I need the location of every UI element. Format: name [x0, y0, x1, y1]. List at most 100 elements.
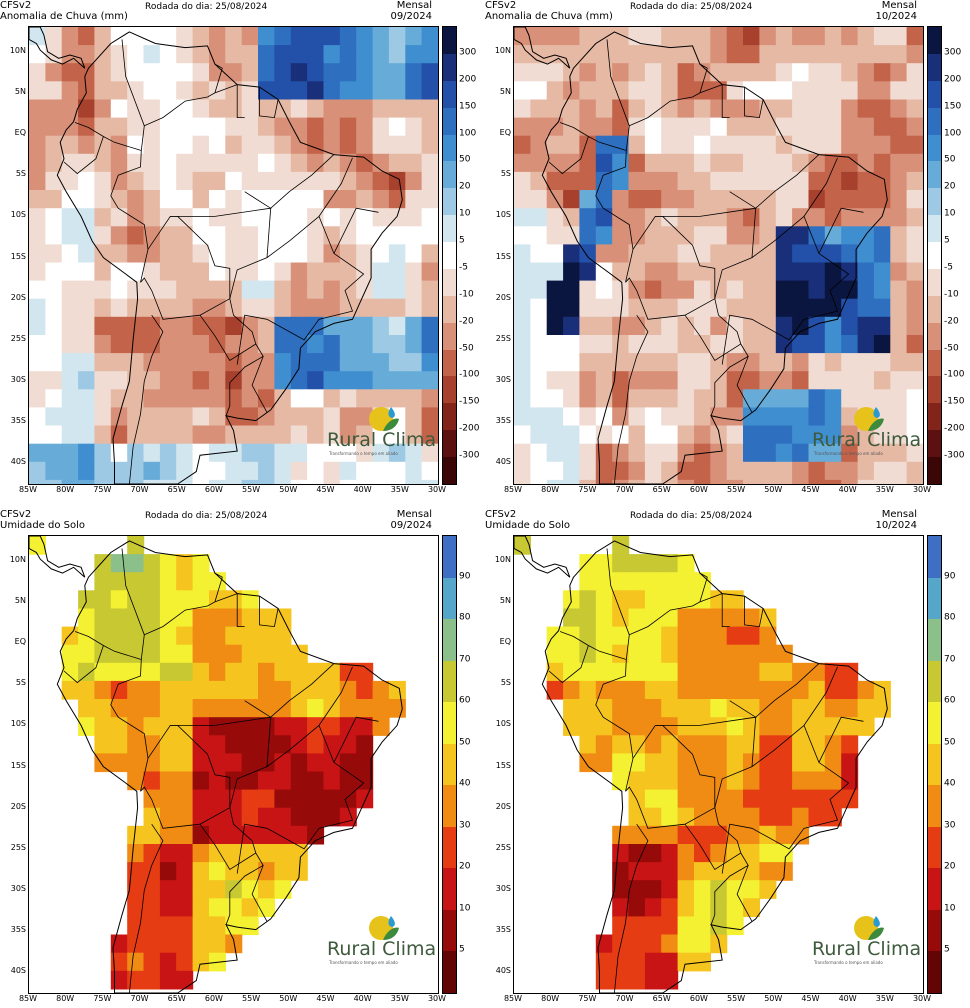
lat-tick-label: EQ — [499, 128, 511, 138]
field-cell — [241, 226, 259, 245]
field-cell — [514, 298, 531, 318]
field-cell — [759, 389, 777, 408]
field-cell — [421, 316, 438, 336]
field-cell — [726, 771, 744, 791]
field-cell — [94, 99, 112, 119]
field-cell — [356, 316, 374, 336]
field-cell — [694, 244, 711, 264]
field-cell — [241, 81, 259, 100]
field-cell — [694, 590, 711, 609]
field-cell — [127, 171, 145, 191]
field-cell — [94, 735, 112, 754]
field-cell — [579, 171, 597, 191]
field-cell — [759, 771, 777, 791]
field-cell — [710, 898, 728, 917]
field-cell — [857, 27, 875, 46]
field-cell — [759, 644, 777, 664]
field-cell — [274, 298, 292, 318]
field-layer — [514, 536, 891, 990]
field-cell — [824, 135, 842, 155]
field-cell — [546, 335, 564, 354]
field-cell — [808, 45, 826, 64]
field-cell — [775, 153, 793, 173]
field-layer — [29, 536, 406, 990]
field-cell — [841, 63, 859, 82]
field-cell — [143, 153, 161, 173]
field-cell — [726, 626, 744, 646]
field-cell — [143, 572, 161, 591]
field-cell — [110, 262, 128, 282]
field-cell — [743, 898, 760, 917]
logo-tagline: Transformando o tempo em aliado — [329, 451, 398, 456]
field-cell — [710, 298, 728, 318]
field-cell — [726, 880, 744, 899]
field-cell — [661, 952, 679, 972]
field-cell — [274, 844, 292, 863]
logo-title: Rural Clima — [327, 429, 437, 451]
field-cell — [421, 208, 438, 227]
colorbar-label: 300 — [459, 47, 477, 58]
field-cell — [307, 662, 325, 682]
field-cell — [644, 590, 662, 609]
field-cell — [225, 208, 243, 227]
field-cell — [759, 844, 777, 863]
field-cell — [94, 753, 112, 773]
field-cell — [546, 353, 564, 372]
state-border — [699, 191, 757, 217]
field-cell — [514, 117, 531, 137]
field-cell — [290, 644, 308, 664]
field-cell — [644, 554, 662, 573]
field-cell — [372, 99, 390, 119]
field-cell — [307, 244, 325, 264]
state-border — [595, 84, 723, 283]
field-cell — [225, 880, 243, 899]
field-cell — [192, 717, 210, 736]
colorbar-label: 20 — [944, 861, 956, 872]
field-cell — [78, 190, 96, 209]
field-cell — [209, 461, 226, 481]
field-cell — [323, 789, 341, 809]
field-cell — [628, 479, 646, 484]
field-cell — [546, 680, 564, 700]
field-cell — [595, 280, 613, 300]
field-cell — [628, 608, 646, 628]
field-cell — [710, 771, 728, 791]
model-name: CFSv2 — [485, 0, 517, 11]
field-cell — [94, 461, 112, 481]
field-cell — [209, 335, 226, 354]
field-cell — [45, 280, 63, 300]
map-area: Rural Clima Transformando o tempo em alia… — [28, 26, 439, 485]
field-cell — [808, 807, 826, 827]
field-cell — [792, 135, 810, 155]
field-cell — [644, 135, 662, 155]
field-cell — [824, 353, 842, 372]
field-cell — [29, 407, 46, 427]
field-cell — [159, 590, 177, 609]
field-cell — [890, 371, 908, 390]
lat-tick-label: 20S — [10, 801, 26, 811]
colorbar-segment — [928, 27, 941, 54]
field-cell — [94, 153, 112, 173]
field-cell — [209, 680, 226, 700]
field-cell — [127, 407, 145, 427]
field-cell — [792, 280, 810, 300]
field-cell — [192, 171, 210, 191]
field-cell — [759, 371, 777, 390]
field-cell — [677, 407, 695, 427]
field-cell — [710, 45, 728, 64]
field-cell — [356, 99, 374, 119]
field-cell — [530, 27, 548, 46]
field-cell — [241, 353, 259, 372]
field-cell — [612, 880, 630, 899]
field-cell — [579, 298, 597, 318]
state-border — [236, 84, 245, 118]
field-cell — [176, 280, 194, 300]
lon-tick-label: 65W — [652, 994, 671, 1003]
field-cell — [78, 479, 96, 484]
field-cell — [143, 316, 161, 336]
colorbar-label: 10 — [944, 208, 956, 219]
field-cell — [710, 662, 728, 682]
field-cell — [612, 590, 630, 609]
field-cell — [290, 753, 308, 773]
field-cell — [290, 208, 308, 227]
